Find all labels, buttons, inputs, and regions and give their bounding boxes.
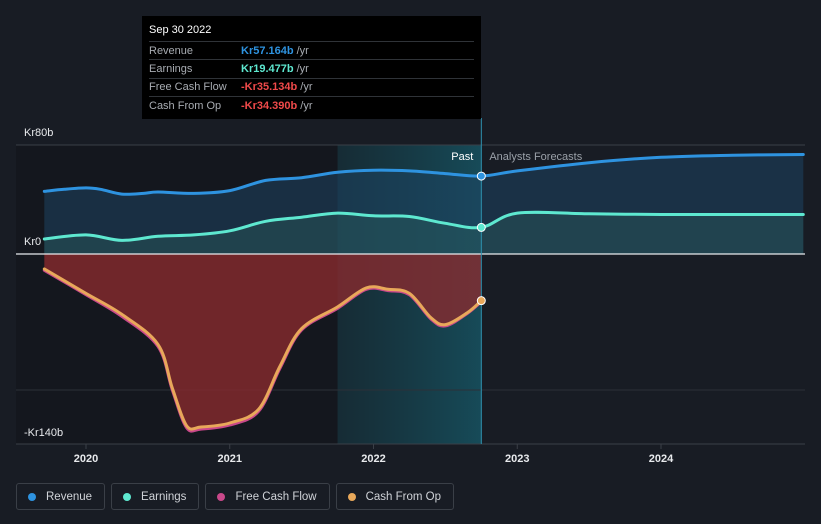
forecast-label: Analysts Forecasts <box>489 151 582 163</box>
legend-label: Free Cash Flow <box>235 490 317 503</box>
earnings-marker <box>476 222 486 232</box>
tooltip-value: -Kr34.390b <box>241 99 298 112</box>
legend-label: Cash From Op <box>365 490 442 503</box>
legend-dot-icon <box>28 492 36 501</box>
tooltip-row-earnings: Earnings Kr19.477b /yr <box>149 59 474 77</box>
tooltip-date: Sep 30 2022 <box>149 24 212 36</box>
cash-from-op-marker <box>476 296 486 306</box>
chart-tooltip: Sep 30 2022 Revenue Kr57.164b /yr Earnin… <box>142 16 481 119</box>
chart-legend: Revenue Earnings Free Cash Flow Cash Fro… <box>16 483 455 510</box>
legend-label: Revenue <box>46 490 93 503</box>
tooltip-value: -Kr35.134b <box>241 81 298 94</box>
tooltip-value: Kr57.164b <box>241 44 294 57</box>
tooltip-row-free-cash-flow: Free Cash Flow -Kr35.134b /yr <box>149 77 474 96</box>
cash-from-op-line <box>42 267 483 431</box>
y-tick-label: -Kr140b <box>24 427 63 439</box>
tooltip-unit: /yr <box>300 81 313 94</box>
tooltip-label: Revenue <box>149 44 194 57</box>
x-tick-label: 2023 <box>505 453 529 465</box>
tooltip-label: Free Cash Flow <box>149 81 227 94</box>
revenue-marker <box>476 171 486 181</box>
free-cash-flow-area <box>44 254 482 432</box>
x-tick-label: 2020 <box>74 453 98 465</box>
tooltip-label: Earnings <box>149 62 193 75</box>
y-tick-label: Kr0 <box>24 236 41 248</box>
tooltip-row-revenue: Revenue Kr57.164b /yr <box>149 41 474 59</box>
tooltip-row-cash-from-op: Cash From Op -Kr34.390b /yr <box>149 95 474 114</box>
tooltip-unit: /yr <box>296 44 309 57</box>
legend-item-revenue[interactable]: Revenue <box>16 483 106 510</box>
legend-dot-icon <box>123 492 132 501</box>
legend-item-free-cash-flow[interactable]: Free Cash Flow <box>205 483 330 510</box>
x-tick-label: 2022 <box>361 453 385 465</box>
y-tick-label: Kr80b <box>24 127 53 139</box>
legend-label: Earnings <box>141 490 187 503</box>
legend-dot-icon <box>217 492 226 501</box>
x-tick-label: 2021 <box>218 453 242 465</box>
tooltip-unit: /yr <box>296 62 309 75</box>
tooltip-label: Cash From Op <box>149 99 222 112</box>
legend-dot-icon <box>347 492 356 501</box>
revenue-line <box>42 153 805 196</box>
earnings-line <box>42 210 805 242</box>
tooltip-value: Kr19.477b <box>241 62 294 75</box>
tooltip-unit: /yr <box>300 99 313 112</box>
earnings-area <box>44 212 804 254</box>
past-label: Past <box>451 151 473 163</box>
x-tick-label: 2024 <box>649 453 674 465</box>
legend-item-cash-from-op[interactable]: Cash From Op <box>335 483 455 510</box>
legend-item-earnings[interactable]: Earnings <box>111 483 200 510</box>
